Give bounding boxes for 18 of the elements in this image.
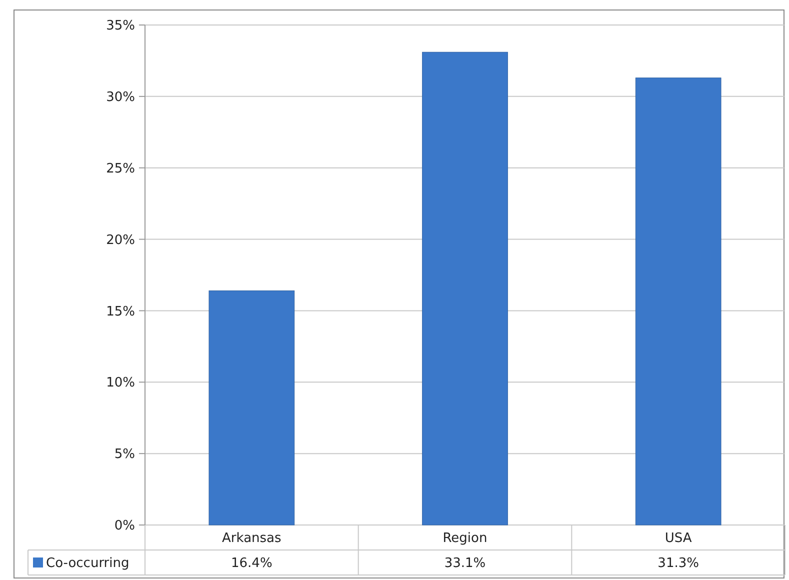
y-tick-label: 15% bbox=[106, 304, 135, 320]
y-tick-label: 5% bbox=[114, 447, 135, 462]
legend-label: Co-occurring bbox=[46, 556, 130, 572]
x-tick-label: Region bbox=[442, 531, 488, 546]
y-tick-label: 30% bbox=[106, 90, 135, 105]
bar bbox=[422, 52, 508, 526]
bar bbox=[635, 78, 722, 526]
text: 16.4% bbox=[231, 556, 272, 572]
y-tick-label: 20% bbox=[106, 232, 135, 248]
bar bbox=[208, 290, 295, 526]
text: 31.3% bbox=[658, 556, 699, 572]
y-tick-label: 25% bbox=[106, 161, 135, 176]
y-tick-label: 0% bbox=[114, 518, 135, 534]
y-tick-label: 35% bbox=[106, 18, 135, 34]
x-tick-label: USA bbox=[664, 531, 692, 546]
x-tick-label: Arkansas bbox=[222, 531, 282, 546]
y-tick-label: 10% bbox=[106, 376, 135, 391]
text: 33.1% bbox=[444, 556, 486, 572]
